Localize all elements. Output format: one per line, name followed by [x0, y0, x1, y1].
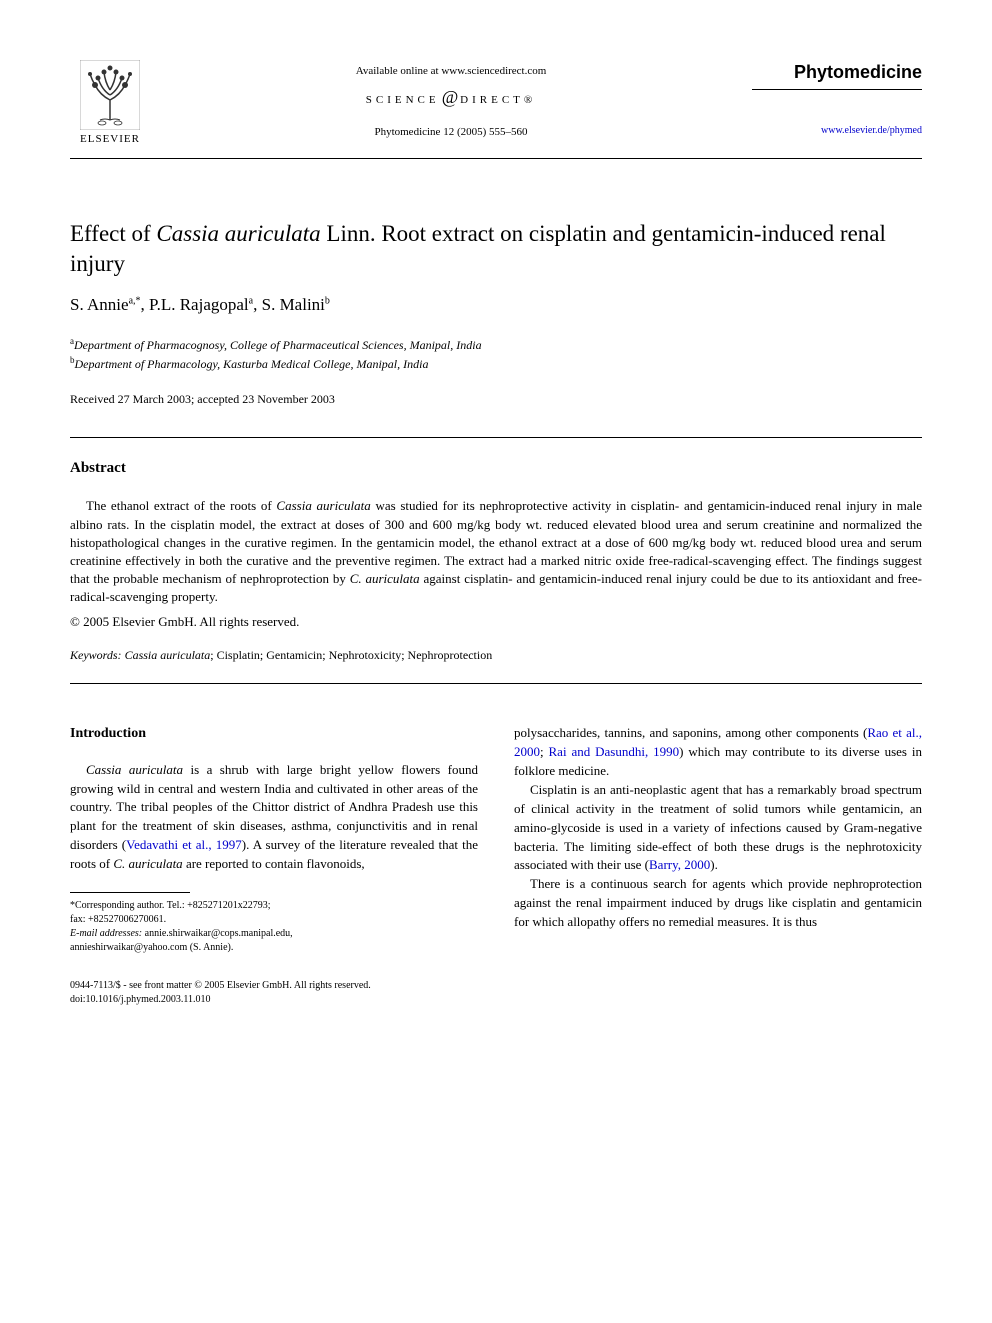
journal-rule — [752, 89, 922, 90]
available-online-text: Available online at www.sciencedirect.co… — [150, 64, 752, 79]
citation-link-barry[interactable]: Barry, 2000 — [649, 857, 710, 872]
header-right: Phytomedicine www.elsevier.de/phymed — [752, 60, 922, 138]
journal-url-link[interactable]: www.elsevier.de/phymed — [752, 124, 922, 138]
affiliations: aDepartment of Pharmacognosy, College of… — [70, 335, 922, 373]
abstract-top-rule — [70, 437, 922, 438]
body-columns: Introduction Cassia auriculata is a shru… — [70, 724, 922, 954]
footer-info: 0944-7113/$ - see front matter © 2005 El… — [70, 979, 922, 1007]
abstract-body: The ethanol extract of the roots of Cass… — [70, 497, 922, 606]
sciencedirect-logo: SCIENCE@DIRECT® — [150, 85, 752, 110]
keywords-line: Keywords: Cassia auriculata; Cisplatin; … — [70, 647, 922, 664]
abstract-bottom-rule — [70, 683, 922, 684]
article-dates: Received 27 March 2003; accepted 23 Nove… — [70, 391, 922, 408]
introduction-heading: Introduction — [70, 724, 478, 744]
right-column: polysaccharides, tannins, and saponins, … — [514, 724, 922, 954]
corresponding-author-footnote: *Corresponding author. Tel.: +825271201x… — [70, 899, 478, 955]
header-center: Available online at www.sciencedirect.co… — [150, 60, 752, 140]
citation-link-vedavathi[interactable]: Vedavathi et al., 1997 — [126, 837, 242, 852]
left-column: Introduction Cassia auriculata is a shru… — [70, 724, 478, 954]
footer-front-matter: 0944-7113/$ - see front matter © 2005 El… — [70, 979, 922, 993]
elsevier-label: ELSEVIER — [80, 132, 140, 147]
abstract-heading: Abstract — [70, 458, 922, 479]
article-title: Effect of Cassia auriculata Linn. Root e… — [70, 219, 922, 279]
authors-line: S. Anniea,*, P.L. Rajagopala, S. Malinib — [70, 293, 922, 317]
intro-para-2: Cisplatin is an anti-neoplastic agent th… — [514, 781, 922, 875]
intro-para-3: There is a continuous search for agents … — [514, 875, 922, 932]
abstract-copyright: © 2005 Elsevier GmbH. All rights reserve… — [70, 613, 922, 631]
footer-doi: doi:10.1016/j.phymed.2003.11.010 — [70, 993, 922, 1007]
elsevier-logo: ELSEVIER — [70, 60, 150, 150]
citation-line: Phytomedicine 12 (2005) 555–560 — [150, 125, 752, 140]
journal-name: Phytomedicine — [752, 60, 922, 85]
header-bottom-rule — [70, 158, 922, 159]
citation-link-rai[interactable]: Rai and Dasundhi, 1990 — [549, 744, 680, 759]
intro-para-1: Cassia auriculata is a shrub with large … — [70, 761, 478, 874]
elsevier-tree-icon — [80, 60, 140, 130]
intro-para-1-cont: polysaccharides, tannins, and saponins, … — [514, 724, 922, 781]
page-header: ELSEVIER Available online at www.science… — [70, 60, 922, 150]
footnote-rule — [70, 892, 190, 893]
